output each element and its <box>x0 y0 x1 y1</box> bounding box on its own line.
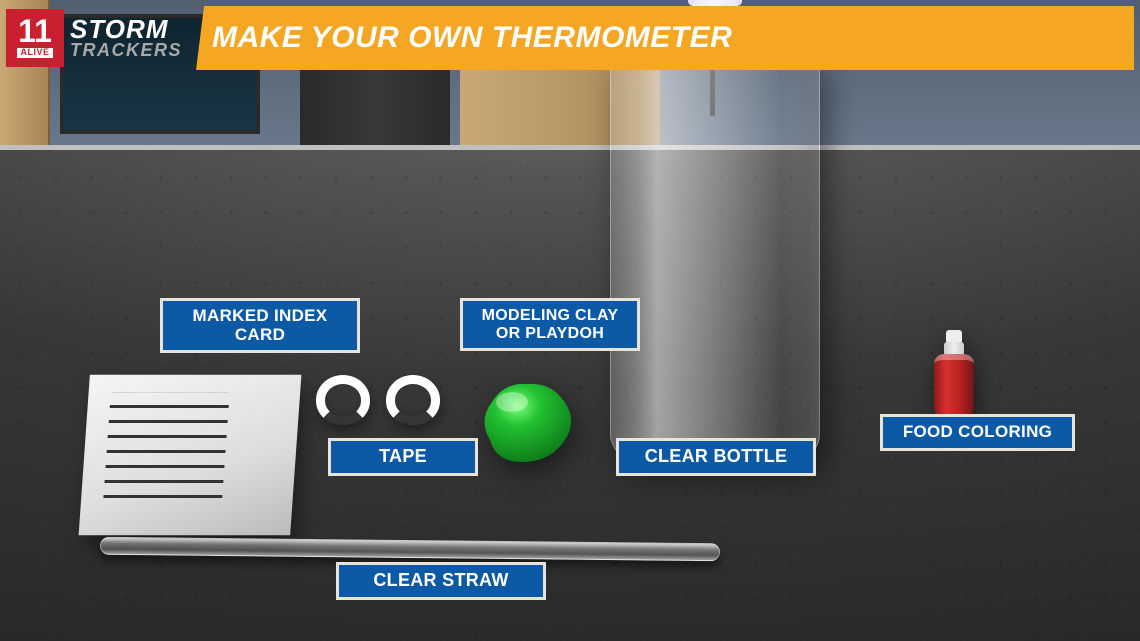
brand-line1: STORM <box>70 18 182 42</box>
index-card <box>79 375 302 535</box>
label-index-card: MARKED INDEX CARD <box>160 298 360 353</box>
label-straw: CLEAR STRAW <box>336 562 546 600</box>
label-food: FOOD COLORING <box>880 414 1075 451</box>
logo-number: 11 <box>18 18 52 45</box>
station-logo: 11 ALIVE STORM TRACKERS <box>6 6 190 70</box>
label-tape: TAPE <box>328 438 478 476</box>
label-bottle: CLEAR BOTTLE <box>616 438 816 476</box>
logo-badge: 11 ALIVE <box>6 9 64 67</box>
tape-roll <box>386 375 440 425</box>
page-title: MAKE YOUR OWN THERMOMETER <box>212 21 732 55</box>
brand-line2: TRACKERS <box>70 42 182 59</box>
food-body <box>934 354 974 420</box>
food-coloring-bottle <box>930 330 978 420</box>
logo-sub: ALIVE <box>17 48 52 58</box>
header: 11 ALIVE STORM TRACKERS MAKE YOUR OWN TH… <box>6 6 1134 70</box>
title-bar: MAKE YOUR OWN THERMOMETER <box>196 6 1134 70</box>
brand-text: STORM TRACKERS <box>70 18 182 58</box>
label-clay: MODELING CLAY OR PLAYDOH <box>460 298 640 351</box>
tape-roll <box>316 375 370 425</box>
bottle-body <box>610 50 820 460</box>
modeling-clay <box>470 370 580 470</box>
